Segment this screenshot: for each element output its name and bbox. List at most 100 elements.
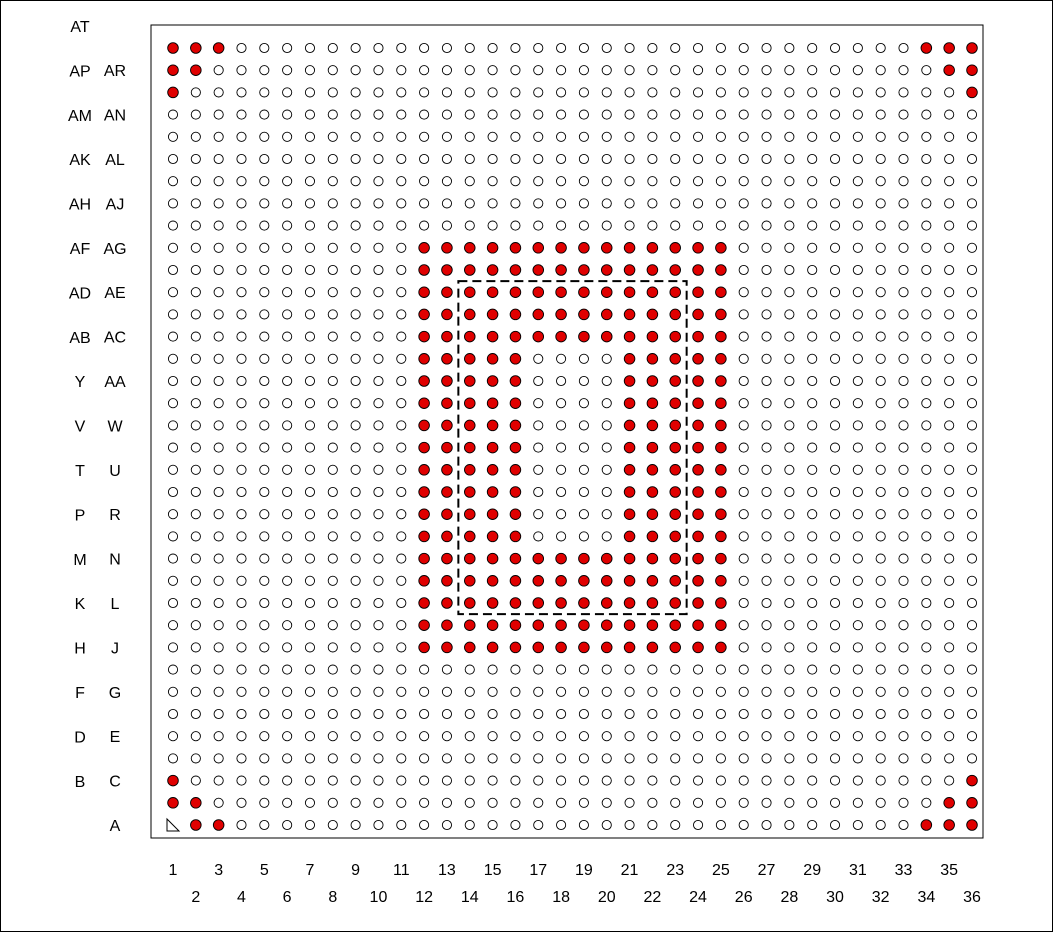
ball-G-30 [829, 686, 841, 697]
column-label-24: 24 [689, 889, 707, 906]
ball-AC-29 [807, 331, 818, 342]
ball-G-14 [464, 686, 475, 697]
ball-AK-24 [693, 176, 704, 187]
ball-AC-25 [715, 330, 727, 343]
row-label-C: C [109, 774, 121, 791]
ball-P-1 [167, 531, 179, 542]
ball-AA-16 [509, 375, 522, 387]
ball-AA-12 [418, 375, 430, 387]
ball-AH-17 [533, 220, 544, 231]
ball-AN-4 [236, 109, 247, 120]
ball-K-19 [578, 619, 590, 631]
ball-AD-21 [623, 308, 636, 321]
ball-C-14 [464, 775, 475, 786]
ball-AM-6 [282, 131, 293, 142]
ball-L-30 [829, 597, 841, 609]
ball-AA-6 [282, 375, 293, 387]
ball-AR-16 [510, 65, 521, 76]
ball-L-12 [418, 597, 430, 609]
row-label-AF: AF [70, 241, 91, 258]
ball-D-29 [807, 753, 818, 764]
ball-L-34 [921, 597, 932, 609]
ball-AP-8 [327, 87, 338, 98]
ball-AH-34 [921, 220, 932, 231]
ball-D-22 [647, 753, 658, 764]
ball-N-8 [327, 553, 338, 564]
ball-AL-12 [419, 153, 430, 165]
ball-AE-5 [259, 287, 270, 298]
ball-W-32 [875, 420, 886, 431]
ball-G-6 [282, 686, 293, 697]
ball-D-34 [921, 753, 932, 764]
column-label-29: 29 [803, 862, 821, 879]
ball-J-12 [418, 641, 430, 654]
ball-V-22 [646, 441, 659, 454]
ball-AE-26 [738, 287, 749, 298]
row-label-AM: AM [68, 108, 92, 125]
ball-M-20 [600, 575, 613, 587]
column-label-32: 32 [872, 889, 890, 906]
ball-A-22 [647, 819, 658, 831]
ball-AK-20 [601, 176, 612, 187]
ball-AB-20 [601, 353, 612, 364]
ball-AE-4 [236, 287, 247, 298]
ball-R-13 [441, 508, 453, 520]
ball-B-30 [829, 797, 841, 808]
ball-W-17 [533, 420, 544, 431]
ball-K-12 [418, 619, 430, 631]
ball-G-27 [761, 686, 772, 697]
ball-AP-23 [670, 87, 681, 98]
ball-D-11 [396, 753, 407, 764]
ball-V-23 [669, 441, 681, 454]
ball-AR-18 [556, 65, 567, 76]
ball-M-25 [715, 575, 727, 587]
ball-AL-23 [670, 153, 681, 165]
ball-C-4 [236, 775, 247, 786]
ball-J-24 [692, 641, 704, 654]
ball-V-8 [327, 442, 338, 453]
ball-AP-5 [259, 87, 270, 98]
ball-D-23 [670, 753, 681, 764]
ball-AA-14 [464, 375, 476, 387]
ball-AM-35 [944, 131, 955, 142]
ball-AL-15 [487, 153, 498, 165]
ball-AB-36 [966, 353, 978, 364]
ball-AC-31 [852, 331, 863, 342]
ball-A-30 [829, 819, 841, 831]
ball-AR-9 [350, 65, 361, 76]
ball-AN-30 [829, 109, 841, 120]
ball-A-31 [852, 819, 863, 831]
ball-AN-27 [761, 109, 772, 120]
ball-AF-36 [966, 264, 978, 276]
ball-D-15 [487, 753, 498, 764]
ball-B-28 [784, 797, 795, 808]
ball-AE-30 [829, 287, 841, 298]
ball-AP-20 [601, 87, 612, 98]
ball-M-17 [532, 575, 545, 587]
ball-V-24 [692, 441, 704, 454]
ball-AN-16 [510, 109, 521, 120]
row-label-B: B [75, 774, 86, 791]
ball-B-13 [441, 797, 452, 808]
ball-AG-18 [555, 242, 567, 254]
ball-F-12 [419, 708, 430, 720]
ball-C-24 [693, 775, 704, 786]
ball-E-29 [807, 731, 818, 742]
ball-AT-21 [624, 42, 635, 54]
ball-AC-15 [486, 330, 499, 343]
ball-W-22 [646, 419, 659, 432]
ball-J-5 [259, 642, 270, 653]
ball-AN-32 [875, 109, 886, 120]
ball-AP-36 [966, 86, 978, 99]
ball-AM-32 [875, 131, 886, 142]
ball-AM-5 [259, 131, 270, 142]
ball-Y-20 [601, 398, 612, 409]
pin1-triangle-icon [166, 817, 181, 832]
ball-AD-34 [921, 309, 932, 320]
ball-E-8 [327, 731, 338, 742]
ball-D-35 [944, 753, 955, 764]
column-label-3: 3 [214, 862, 223, 879]
ball-K-35 [944, 620, 955, 631]
ball-AK-15 [487, 176, 498, 187]
ball-R-26 [738, 509, 749, 520]
